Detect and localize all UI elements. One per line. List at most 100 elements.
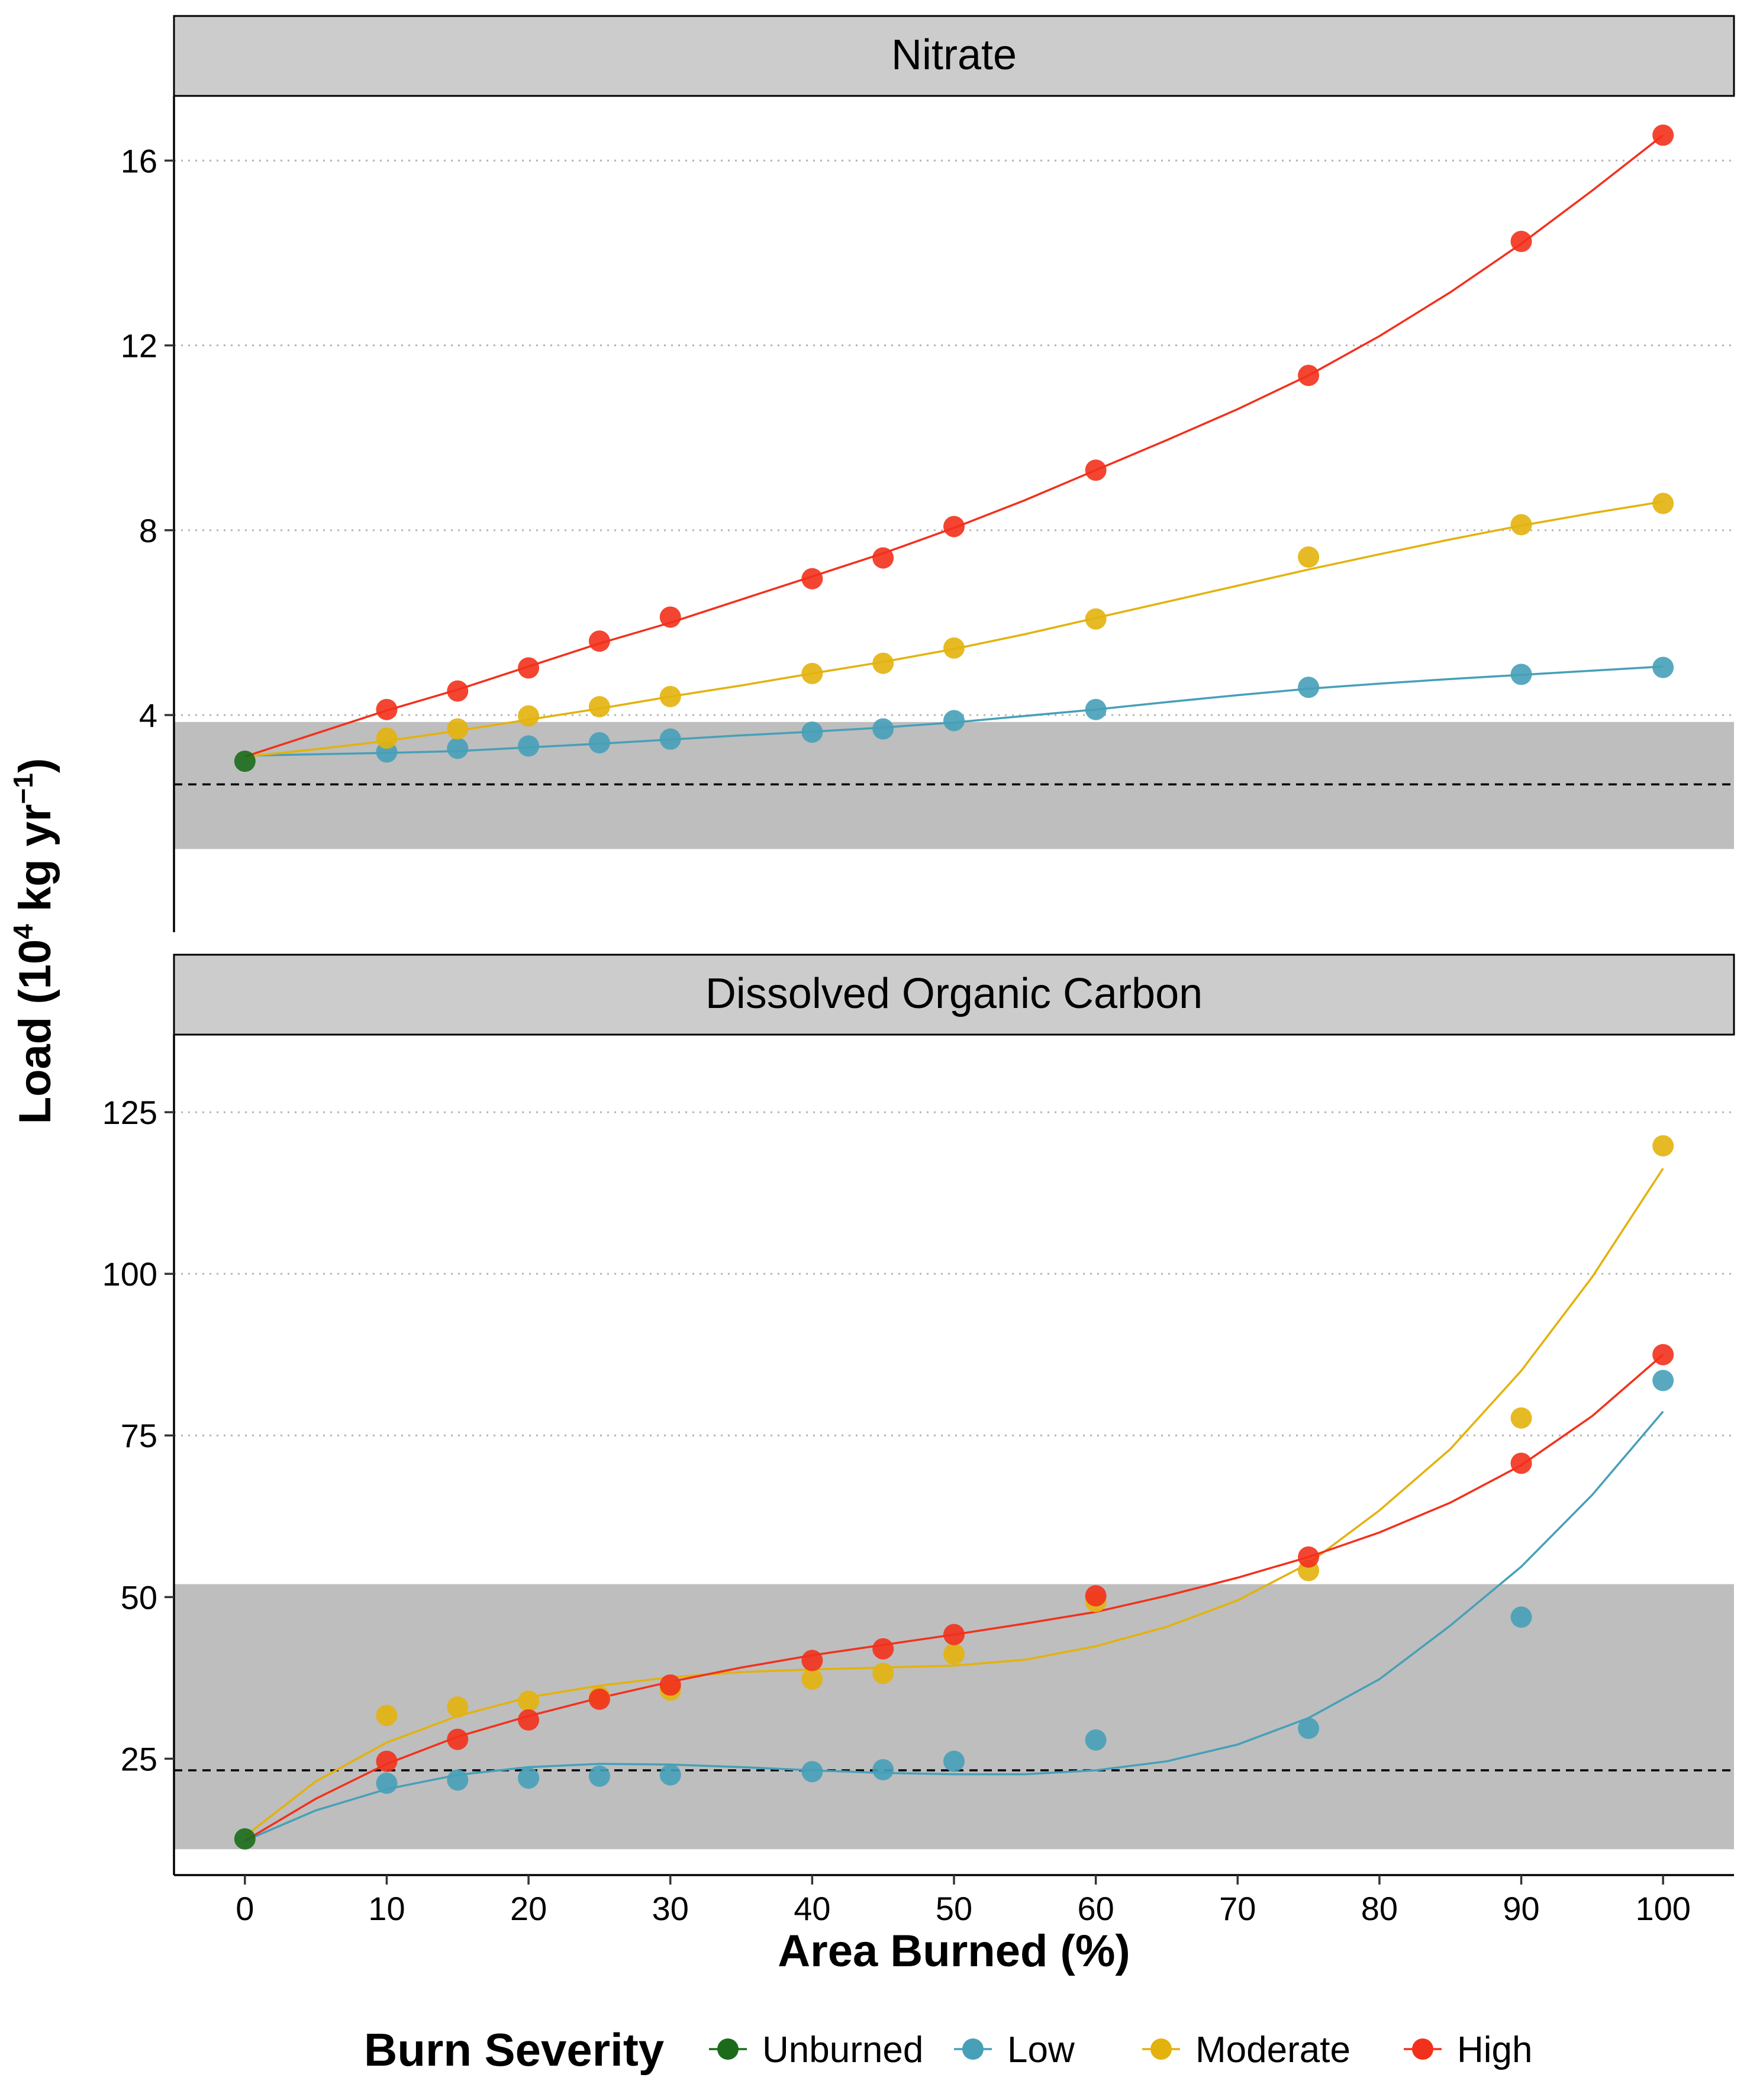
point-high [518,657,540,679]
point-low [801,721,823,743]
point-moderate [1085,608,1107,630]
point-high [376,1750,398,1772]
point-low [447,737,469,759]
legend-key-unburned [717,2038,739,2060]
point-low [376,1772,398,1794]
y-axis-title-main: Load (10 [10,939,60,1125]
point-moderate [518,705,540,727]
point-low [1510,664,1532,685]
point-high [872,1638,894,1660]
x-tick-label: 10 [368,1890,405,1927]
point-high [872,547,894,569]
point-moderate [1510,514,1532,536]
point-moderate [588,696,610,718]
y-tick-label: 8 [139,512,157,549]
point-low [659,1764,681,1786]
point-moderate [1652,1135,1674,1157]
y-tick-label: 12 [121,327,157,365]
point-low [1298,1718,1320,1740]
x-tick-label: 60 [1077,1890,1114,1927]
point-moderate [518,1690,540,1712]
point-low [943,1750,965,1772]
point-high [447,1728,469,1750]
point-low [1085,698,1107,720]
legend-key-moderate [1150,2038,1172,2060]
point-high [801,1650,823,1671]
point-low [588,732,610,753]
point-moderate [801,1669,823,1690]
point-high [1510,1452,1532,1474]
point-low [1298,677,1320,698]
point-high [943,516,965,537]
point-low [1652,656,1674,678]
point-moderate [447,718,469,740]
legend-key-low [962,2038,984,2060]
x-axis-title: Area Burned (%) [778,1926,1130,1976]
point-moderate [801,662,823,684]
fit-line-moderate [244,1168,1664,1837]
y-axis-title-end: ) [10,758,60,773]
point-moderate [1652,492,1674,514]
point-low [1510,1606,1532,1628]
point-high [376,698,398,720]
legend-label-high: High [1457,2030,1533,2070]
x-axis: 0 10 20 30 40 50 60 70 80 90 100 [174,1874,1734,1927]
point-low [588,1765,610,1787]
point-high [447,680,469,702]
point-low [659,728,681,750]
point-high [659,606,681,628]
point-moderate [1298,546,1320,568]
panel-doc: Dissolved Organic Carbon 25 50 75 100 125 [102,954,1735,1875]
y-axis-title-exp: 4 [8,924,38,939]
point-unburned [234,751,256,772]
legend-key-high [1412,2038,1433,2060]
y-tick-label: 16 [121,142,157,179]
fit-line-low [244,1410,1664,1842]
y-tick-label: 100 [102,1255,157,1293]
point-low [872,1758,894,1780]
strip-doc-label: Dissolved Organic Carbon [705,970,1203,1017]
y-tick-label: 125 [102,1094,157,1131]
point-high [1652,1344,1674,1365]
point-high [1085,459,1107,481]
plot-area-nitrate: 4 8 12 16 [121,96,1734,932]
y-tick-label: 25 [121,1740,157,1777]
x-tick-label: 0 [236,1890,254,1927]
x-tick-label: 30 [652,1890,689,1927]
point-high [1298,365,1320,386]
point-moderate [872,652,894,674]
point-high [1085,1585,1107,1607]
y-axis-title-unit: kg yr [10,804,60,924]
point-moderate [872,1663,894,1684]
point-high [1652,124,1674,146]
point-low [943,710,965,732]
point-high [588,630,610,652]
y-tick-label: 50 [121,1579,157,1616]
point-high [943,1624,965,1645]
point-moderate [659,685,681,707]
fit-line-high [244,134,1664,758]
x-tick-label: 100 [1635,1890,1690,1927]
point-high [518,1709,540,1731]
y-axis-title-unit-exp: −1 [8,773,38,804]
point-low [1652,1370,1674,1392]
point-moderate [376,727,398,749]
plot-area-doc: 25 50 75 100 125 [102,1035,1734,1875]
point-low [801,1761,823,1783]
point-low [872,718,894,740]
point-low [447,1769,469,1791]
point-high [801,568,823,590]
panel-nitrate: Nitrate 4 8 12 16 [121,15,1735,932]
y-axis-title: Load (104 kg yr−1) [8,758,60,1125]
y-tick-label: 4 [139,697,157,734]
point-low [1085,1729,1107,1751]
legend: Burn Severity Unburned Low Moderate High [364,2024,1533,2076]
x-tick-label: 70 [1219,1890,1256,1927]
point-moderate [447,1696,469,1718]
point-high [1510,230,1532,252]
point-low [518,1767,540,1789]
x-tick-label: 90 [1503,1890,1539,1927]
legend-title: Burn Severity [364,2024,664,2076]
